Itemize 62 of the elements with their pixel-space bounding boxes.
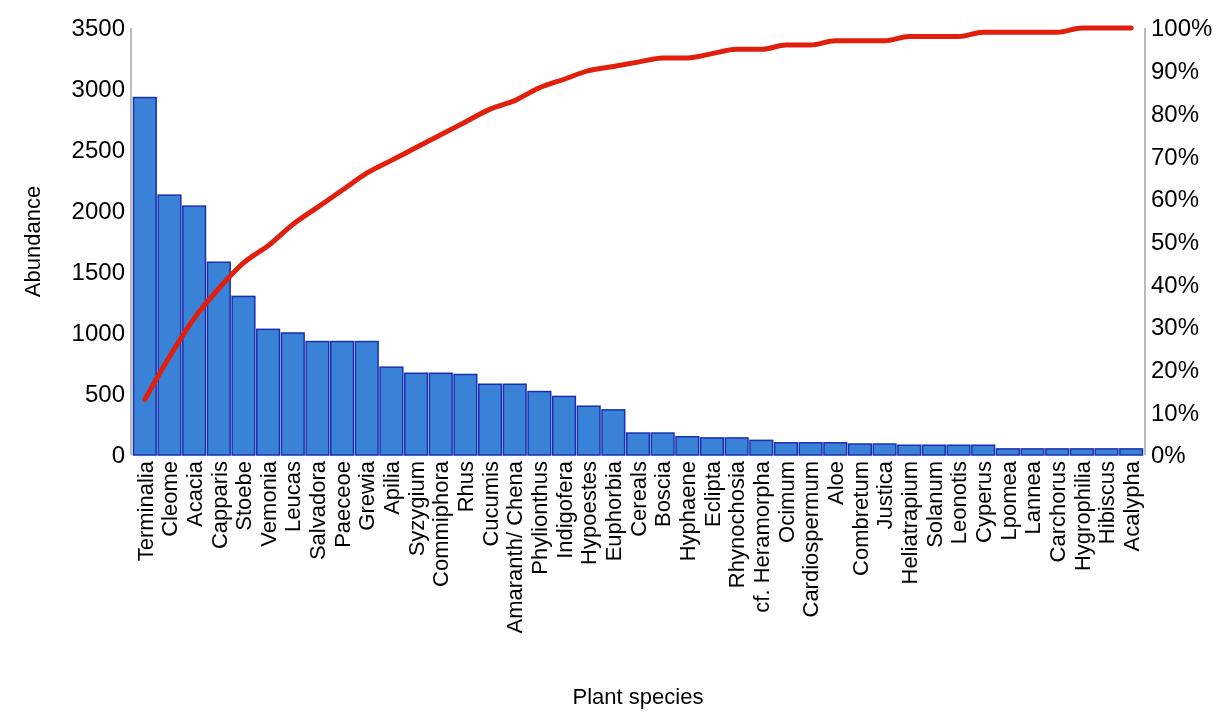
y-tick-label: 1500: [71, 258, 125, 286]
x-tick-label: Salvadora: [305, 460, 331, 561]
x-tick-label: Lpomea: [995, 460, 1021, 541]
x-tick-label: Lannea: [1020, 460, 1046, 535]
x-tick-label: Hypoestes: [576, 461, 602, 565]
x-tick-label: Hibiscus: [1094, 461, 1120, 545]
x-tick-label: Solanum: [921, 461, 947, 548]
y2-tick-label: 100%: [1151, 14, 1213, 42]
y2-tick-label: 10%: [1151, 398, 1200, 426]
y2-tick-label: 60%: [1151, 185, 1200, 213]
x-axis-title: Plant species: [572, 684, 704, 709]
x-tick-label: Leucas: [280, 461, 306, 532]
x-tick-label: Rhus: [453, 461, 479, 513]
x-tick-label: Syzygium: [403, 461, 429, 557]
x-tick-label: Boscia: [650, 460, 676, 528]
y2-tick-label: 80%: [1151, 99, 1200, 127]
x-tick-label: Stoebe: [231, 461, 257, 531]
x-tick-label: Hyphaene: [675, 461, 701, 562]
x-tick-label: Ocimum: [773, 461, 799, 543]
x-tick-label: Acacia: [181, 460, 207, 528]
y-tick-label: 3000: [71, 75, 125, 103]
y2-tick-label: 70%: [1151, 142, 1200, 170]
y2-tick-label: 20%: [1151, 356, 1200, 383]
x-tick-label: Cereals: [625, 461, 651, 537]
y2-tick-label: 40%: [1151, 270, 1200, 298]
x-tick-label: Indigofera: [551, 460, 577, 559]
y-tick-label: 500: [84, 380, 125, 408]
x-tick-label: Paeceoe: [329, 461, 355, 548]
y-tick-label: 1000: [71, 319, 125, 347]
x-tick-label: cf. Heramorpha: [748, 460, 774, 613]
y2-tick-label: 50%: [1151, 227, 1200, 255]
x-tick-label: Phylionthus: [527, 461, 553, 575]
x-tick-label: Acalypha: [1118, 460, 1144, 552]
x-tick-label: Grewia: [354, 460, 380, 531]
x-tick-label: Rhynochosia: [724, 460, 750, 589]
x-tick-label: Euphorbia: [601, 460, 627, 562]
x-tick-label: Aloe: [822, 461, 848, 506]
x-tick-label: Eclipta: [699, 460, 725, 528]
y-tick-label: 2000: [71, 197, 125, 225]
x-tick-label: Cleome: [157, 461, 183, 537]
y2-tick-label: 30%: [1151, 313, 1200, 341]
x-tick-label: Cucumis: [477, 461, 503, 547]
x-tick-label: Combretum: [847, 461, 873, 576]
x-tick-label: Apilia: [379, 460, 405, 515]
y-axis-title: Abundance: [20, 185, 45, 298]
y-tick-label: 3500: [71, 14, 125, 42]
x-tick-label: Vemonia: [255, 460, 281, 547]
y-tick-label: 0: [111, 441, 125, 469]
x-tick-label: Cyperus: [970, 461, 996, 543]
x-tick-label: Carchorus: [1044, 461, 1070, 563]
x-tick-label: Heliatrapium: [896, 461, 922, 585]
y2-tick-label: 90%: [1151, 57, 1200, 85]
x-tick-label: Commiphora: [428, 460, 454, 587]
x-tick-label: Hygrophilia: [1069, 460, 1095, 572]
x-tick-label: Terminalia: [132, 460, 158, 562]
y-tick-label: 2500: [71, 136, 125, 164]
x-tick-label: Leonotis: [946, 461, 972, 545]
y2-tick-label: 0%: [1151, 441, 1186, 469]
x-tick-label: Amaranth/ Chena: [502, 460, 528, 634]
x-tick-label: Capparis: [206, 461, 232, 550]
x-tick-label: Cardiospermum: [798, 461, 824, 618]
x-tick-label: Justica: [872, 460, 898, 530]
